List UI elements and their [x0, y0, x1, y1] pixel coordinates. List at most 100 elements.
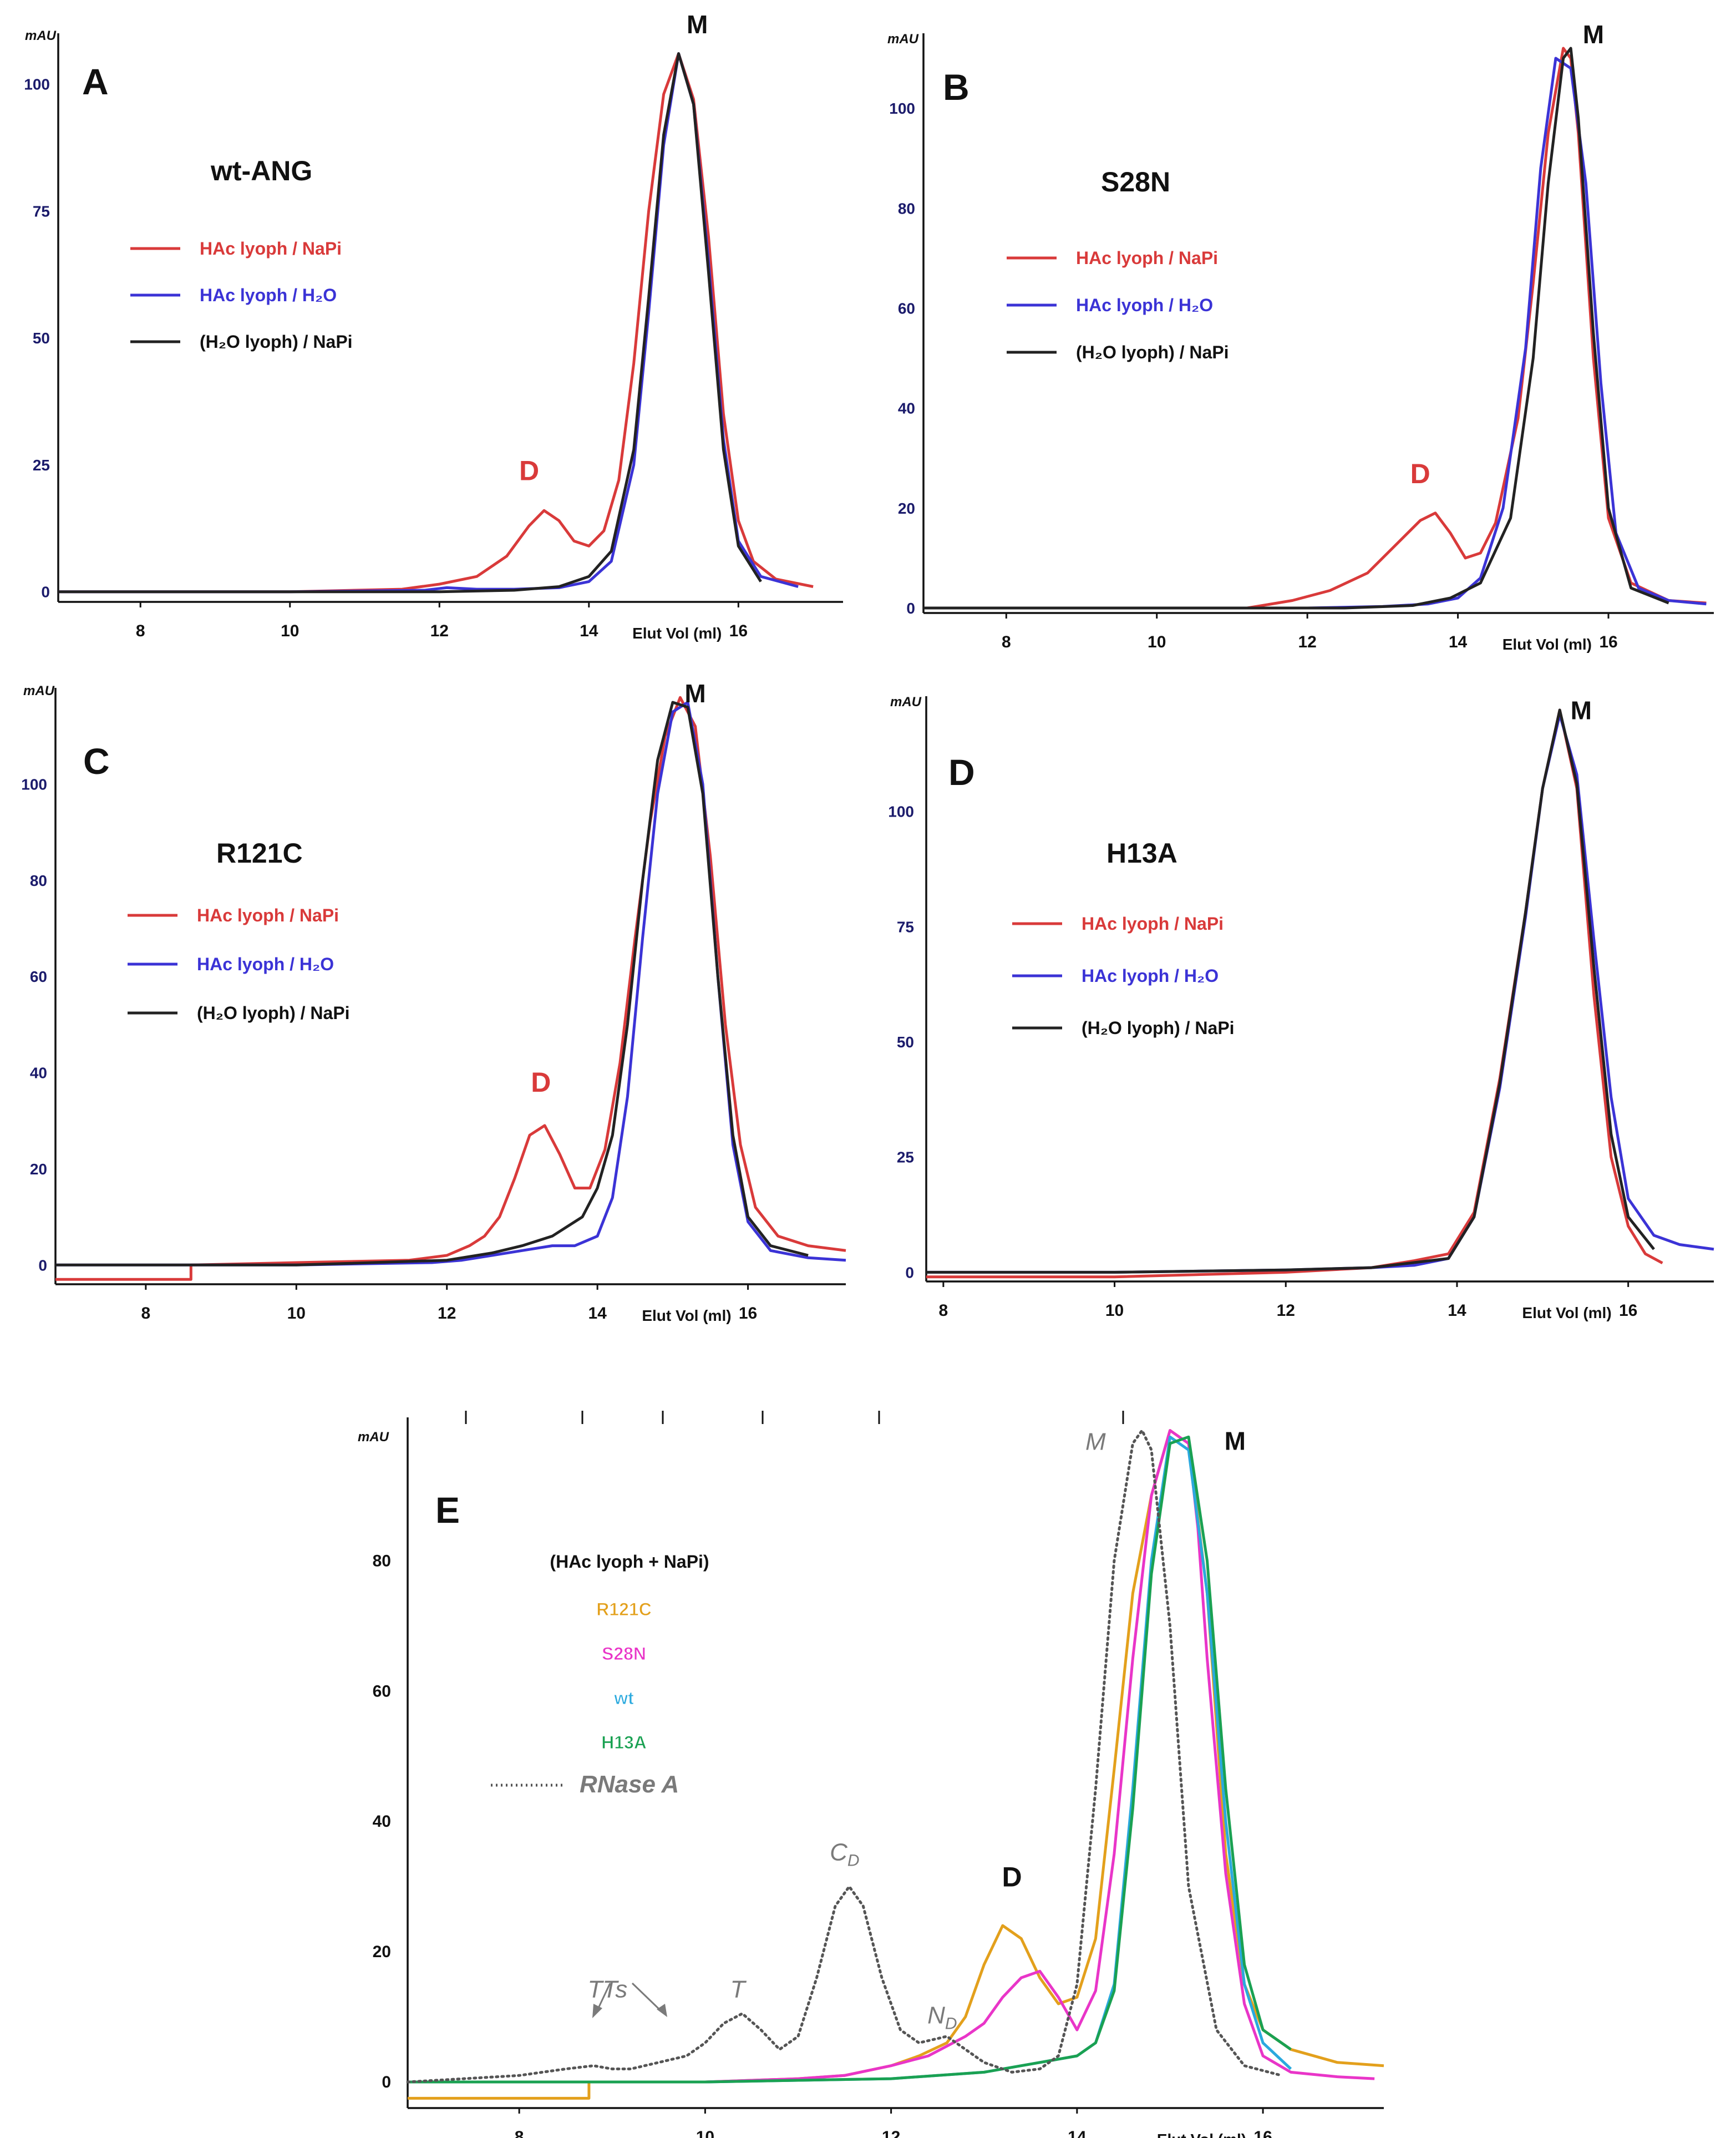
panel-a-peak-label: D — [519, 455, 539, 486]
panel-e-x-axis-label: Elut Vol (ml) — [1157, 2131, 1246, 2138]
panel-d-legend-label: HAc lyoph / H₂O — [1082, 966, 1219, 986]
panel-b-y-unit: mAU — [887, 32, 919, 47]
panel-e-legend-header: (HAc lyoph + NaPi) — [550, 1552, 709, 1572]
panel-b-legend-label: (H₂O lyoph) / NaPi — [1076, 342, 1229, 362]
panel-b-series-hac-lyoph-napi — [923, 47, 1707, 610]
panel-e-x-tick-label: 12 — [882, 2128, 900, 2138]
panel-c-y-tick-label: 100 — [21, 776, 47, 793]
panel-a-y-tick-label: 0 — [41, 584, 50, 601]
panel-b-x-axis-label: Elut Vol (ml) — [1502, 636, 1592, 653]
panel-c-x-tick-label: 16 — [739, 1304, 757, 1323]
panel-c-series--h-o-lyoph-napi — [55, 701, 809, 1266]
panel-a-y-tick-label: 75 — [33, 202, 50, 220]
panel-c-legend-label: HAc lyoph / H₂O — [197, 954, 334, 974]
panel-c-series-hac-lyoph-h-o — [55, 701, 846, 1266]
panel-b-legend-label: HAc lyoph / H₂O — [1076, 295, 1213, 315]
panel-b-series-hac-lyoph-h-o — [923, 57, 1707, 610]
panel-a-x-axis-label: Elut Vol (ml) — [632, 625, 722, 642]
panel-e-legend-label: wt — [613, 1688, 634, 1708]
panel-d-y-unit: mAU — [890, 695, 922, 710]
panel-b-legend-label: HAc lyoph / NaPi — [1076, 248, 1218, 268]
panel-c-letter: C — [83, 741, 110, 782]
panel-b-y-tick-label: 0 — [906, 600, 915, 617]
panel-a-y-tick-label: 50 — [33, 330, 50, 347]
panel-e-peak-label: T — [730, 1975, 747, 2003]
panel-b-x-tick-label: 8 — [1002, 633, 1011, 651]
panel-c-x-axis-label: Elut Vol (ml) — [642, 1307, 731, 1324]
panel-a-x-tick-label: 10 — [281, 622, 299, 640]
panel-a-y-tick-label: 25 — [33, 457, 50, 474]
panel-c-legend-label: HAc lyoph / NaPi — [197, 905, 339, 925]
panel-d-x-axis-label: Elut Vol (ml) — [1522, 1304, 1611, 1321]
panel-d-x-tick-label: 10 — [1105, 1301, 1124, 1320]
panel-e-series-rnase-a — [406, 1429, 1283, 2084]
panel-e-peak-label: M — [1225, 1427, 1246, 1456]
panel-b-x-tick-label: 10 — [1148, 633, 1166, 651]
panel-c-y-tick-label: 60 — [30, 968, 47, 985]
panel-e-legend-label: S28N — [602, 1644, 646, 1664]
panel-a-x-tick-label: 8 — [136, 622, 145, 640]
panel-e-legend-label: H13A — [601, 1732, 647, 1752]
panel-b-x-tick-label: 12 — [1298, 633, 1316, 651]
panel-B: 8 10 12 14 16 Elut Vol (ml) 0 20 40 60 80 100 mAU B S2… — [887, 20, 1714, 653]
panel-e-peak-label: TTs — [588, 1975, 628, 2003]
panel-e-x-tick-label: 8 — [515, 2128, 524, 2138]
panel-d-legend-label: HAc lyoph / NaPi — [1082, 914, 1224, 934]
panel-d-series-hac-lyoph-napi — [926, 708, 1663, 1279]
panel-c-y-tick-label: 0 — [38, 1257, 47, 1274]
panel-c-x-tick-label: 12 — [438, 1304, 456, 1323]
panel-a-legend-label: HAc lyoph / H₂O — [200, 285, 337, 305]
panel-c-y-tick-label: 20 — [30, 1161, 47, 1178]
panel-b-peak-label: D — [1410, 458, 1430, 489]
panel-e-peak-label: CD — [830, 1839, 859, 1870]
panel-e-x-tick-label: 14 — [1068, 2128, 1087, 2138]
panel-e-letter: E — [435, 1489, 460, 1531]
panel-e-x-tick-label: 10 — [696, 2128, 714, 2138]
panel-c-x-tick-label: 8 — [141, 1304, 151, 1323]
panel-e-y-tick-label: 40 — [373, 1812, 391, 1831]
panel-c-x-tick-label: 14 — [588, 1304, 607, 1323]
panel-d-title: H13A — [1106, 838, 1177, 869]
panel-d-y-tick-label: 100 — [888, 803, 914, 820]
panel-b-y-tick-label: 80 — [898, 200, 915, 217]
panel-b-y-tick-label: 60 — [898, 300, 915, 317]
panel-c-legend-label: (H₂O lyoph) / NaPi — [197, 1003, 350, 1023]
panel-a-y-tick-label: 100 — [24, 76, 50, 93]
panel-C: 8 10 12 14 16 Elut Vol (ml) 0 20 40 60 80 100 mAU C R1… — [21, 679, 846, 1324]
panel-a-series--h-o-lyoph-napi — [58, 52, 762, 594]
panel-a-title: wt-ANG — [210, 155, 312, 186]
panel-e-series-s28n — [408, 1429, 1375, 2084]
panel-c-x-tick-label: 10 — [287, 1304, 306, 1323]
panel-d-x-tick-label: 8 — [939, 1301, 948, 1320]
panel-e-legend-label: R121C — [596, 1599, 652, 1619]
panel-D: 8 10 12 14 16 Elut Vol (ml) 0 25 50 75 100 mAU D H13A… — [888, 695, 1714, 1321]
panel-b-y-tick-label: 100 — [889, 100, 915, 117]
panel-a-y-unit: mAU — [25, 28, 57, 43]
panel-e-y-tick-label: 60 — [373, 1682, 391, 1700]
panel-e-y-unit: mAU — [358, 1430, 389, 1445]
panel-a-x-tick-label: 12 — [430, 622, 449, 640]
panel-e-y-tick-label: 0 — [382, 2073, 391, 2091]
panel-c-y-unit: mAU — [23, 683, 55, 698]
panel-c-series-hac-lyoph-napi — [55, 696, 846, 1281]
panel-d-series--h-o-lyoph-napi — [926, 708, 1655, 1274]
panel-e-arrowhead — [592, 2004, 602, 2018]
panel-a-x-tick-label: 14 — [580, 622, 598, 640]
panel-e-legend-label: RNase A — [580, 1771, 679, 1798]
panel-c-peak-label: M — [684, 679, 705, 708]
panel-b-letter: B — [943, 67, 969, 108]
panel-b-x-tick-label: 14 — [1449, 633, 1468, 651]
panel-c-y-tick-label: 40 — [30, 1065, 47, 1082]
panel-a-x-tick-label: 16 — [729, 622, 748, 640]
panel-e-y-tick-label: 80 — [373, 1552, 391, 1570]
panel-e-y-tick-label: 20 — [373, 1943, 391, 1961]
panel-e-arrowhead — [657, 2004, 667, 2017]
panel-d-y-tick-label: 75 — [897, 918, 914, 935]
panel-b-peak-label: M — [1583, 20, 1604, 49]
panel-a-legend-label: HAc lyoph / NaPi — [200, 239, 342, 259]
panel-b-title: S28N — [1101, 166, 1170, 197]
panel-d-peak-label: M — [1571, 696, 1592, 725]
panel-b-x-tick-label: 16 — [1599, 633, 1617, 651]
panel-A: 8 10 12 14 16 Elut Vol (ml) 0 25 50 75 100 mAU Awt-A… — [24, 10, 843, 642]
